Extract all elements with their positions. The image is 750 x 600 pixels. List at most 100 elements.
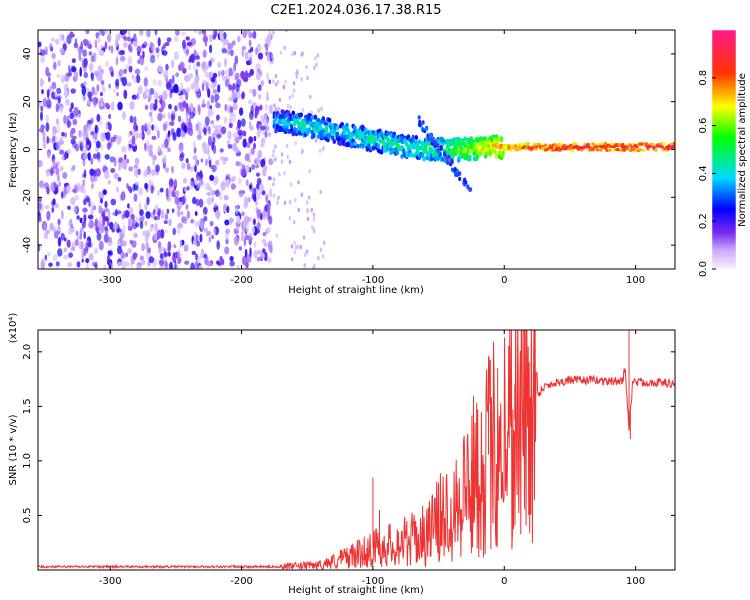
noise-blob bbox=[228, 115, 234, 124]
noise-blob bbox=[240, 70, 246, 80]
noise-blob bbox=[252, 218, 256, 226]
noise-blob bbox=[202, 206, 208, 215]
colorbar-gradient bbox=[712, 30, 736, 269]
ridge-mark bbox=[570, 148, 575, 153]
noise-blob bbox=[177, 222, 184, 229]
noise-blob bbox=[245, 261, 249, 269]
noise-blob bbox=[136, 92, 140, 100]
ridge-mark bbox=[324, 126, 329, 132]
noise-blob bbox=[252, 30, 257, 40]
noise-blob bbox=[171, 190, 176, 197]
noise-blob bbox=[259, 70, 263, 77]
ridge-mark bbox=[335, 125, 340, 131]
noise-blob bbox=[187, 73, 194, 80]
noise-blob bbox=[181, 31, 186, 36]
noise-blob bbox=[227, 144, 233, 149]
noise-blob bbox=[174, 260, 177, 269]
noise-blob bbox=[139, 209, 144, 217]
noise-blob bbox=[90, 202, 95, 211]
noise-blob bbox=[219, 32, 224, 40]
noise-blob bbox=[231, 40, 236, 46]
noise-blob bbox=[54, 203, 59, 209]
noise-blob bbox=[145, 211, 151, 219]
sparse-blob bbox=[276, 79, 280, 85]
noise-blob bbox=[117, 261, 123, 267]
noise-blob bbox=[257, 84, 262, 91]
noise-blob bbox=[265, 194, 269, 204]
sparse-blob bbox=[276, 196, 280, 201]
noise-blob bbox=[163, 43, 166, 49]
noise-blob bbox=[178, 144, 184, 153]
noise-blob bbox=[127, 56, 133, 65]
noise-blob bbox=[104, 154, 110, 160]
noise-blob bbox=[71, 241, 76, 251]
noise-blob bbox=[163, 251, 168, 257]
ridge-mark bbox=[411, 134, 415, 140]
noise-blob bbox=[208, 236, 211, 243]
sparse-blob bbox=[313, 263, 316, 268]
noise-blob bbox=[118, 68, 124, 77]
noise-blob bbox=[94, 91, 98, 96]
noise-blob bbox=[149, 41, 154, 49]
noise-blob bbox=[56, 73, 61, 79]
noise-blob bbox=[194, 164, 197, 173]
noise-blob bbox=[179, 94, 184, 101]
ridge-mark bbox=[446, 143, 450, 149]
noise-blob bbox=[119, 232, 124, 242]
noise-blob bbox=[85, 242, 89, 252]
noise-blob bbox=[114, 208, 118, 217]
noise-blob bbox=[229, 260, 235, 267]
sparse-blob bbox=[299, 245, 303, 250]
branch-mark bbox=[426, 133, 430, 138]
noise-blob bbox=[224, 219, 230, 226]
noise-blob bbox=[228, 96, 234, 102]
ridge-mark bbox=[422, 156, 426, 162]
noise-blob bbox=[242, 30, 248, 38]
noise-blob bbox=[183, 216, 188, 225]
noise-blob bbox=[243, 237, 247, 247]
noise-blob bbox=[51, 52, 56, 60]
noise-blob bbox=[235, 83, 240, 94]
noise-blob bbox=[52, 198, 56, 206]
noise-blob bbox=[98, 30, 102, 35]
x-tick-label: 100 bbox=[626, 275, 645, 286]
sparse-blob bbox=[275, 233, 279, 238]
noise-blob bbox=[104, 200, 108, 208]
sparse-blob bbox=[271, 153, 275, 158]
noise-blob bbox=[214, 93, 218, 104]
noise-blob bbox=[72, 135, 77, 140]
noise-blob bbox=[99, 223, 105, 234]
noise-blob bbox=[123, 89, 128, 100]
noise-blob bbox=[160, 229, 165, 239]
ridge-mark bbox=[466, 145, 471, 151]
noise-blob bbox=[87, 123, 92, 132]
branch-mark bbox=[427, 137, 432, 142]
noise-blob bbox=[253, 194, 257, 202]
noise-blob bbox=[158, 246, 162, 255]
branch-mark bbox=[424, 126, 428, 132]
noise-blob bbox=[235, 206, 239, 215]
ridge-mark bbox=[551, 148, 556, 152]
ridge-mark bbox=[312, 132, 316, 138]
noise-blob bbox=[251, 164, 256, 171]
noise-blob bbox=[70, 197, 76, 206]
noise-blob bbox=[64, 88, 69, 99]
noise-blob bbox=[109, 221, 114, 230]
noise-blob bbox=[177, 248, 181, 259]
noise-blob bbox=[110, 45, 114, 54]
noise-blob bbox=[133, 116, 137, 125]
sparse-blob bbox=[301, 107, 305, 113]
noise-blob bbox=[60, 74, 65, 84]
noise-blob bbox=[102, 189, 107, 195]
sparse-blob bbox=[274, 144, 277, 149]
noise-blob bbox=[43, 223, 47, 231]
x-tick-label: -100 bbox=[362, 275, 385, 286]
noise-blob bbox=[140, 30, 144, 36]
noise-blob bbox=[100, 80, 105, 86]
noise-blob bbox=[255, 164, 260, 169]
noise-blob bbox=[132, 131, 136, 136]
noise-blob bbox=[247, 99, 253, 105]
noise-blob bbox=[211, 234, 215, 240]
noise-blob bbox=[115, 56, 119, 66]
spectrogram-y-ticks: 40 20 0 -20 -40 bbox=[22, 48, 675, 253]
